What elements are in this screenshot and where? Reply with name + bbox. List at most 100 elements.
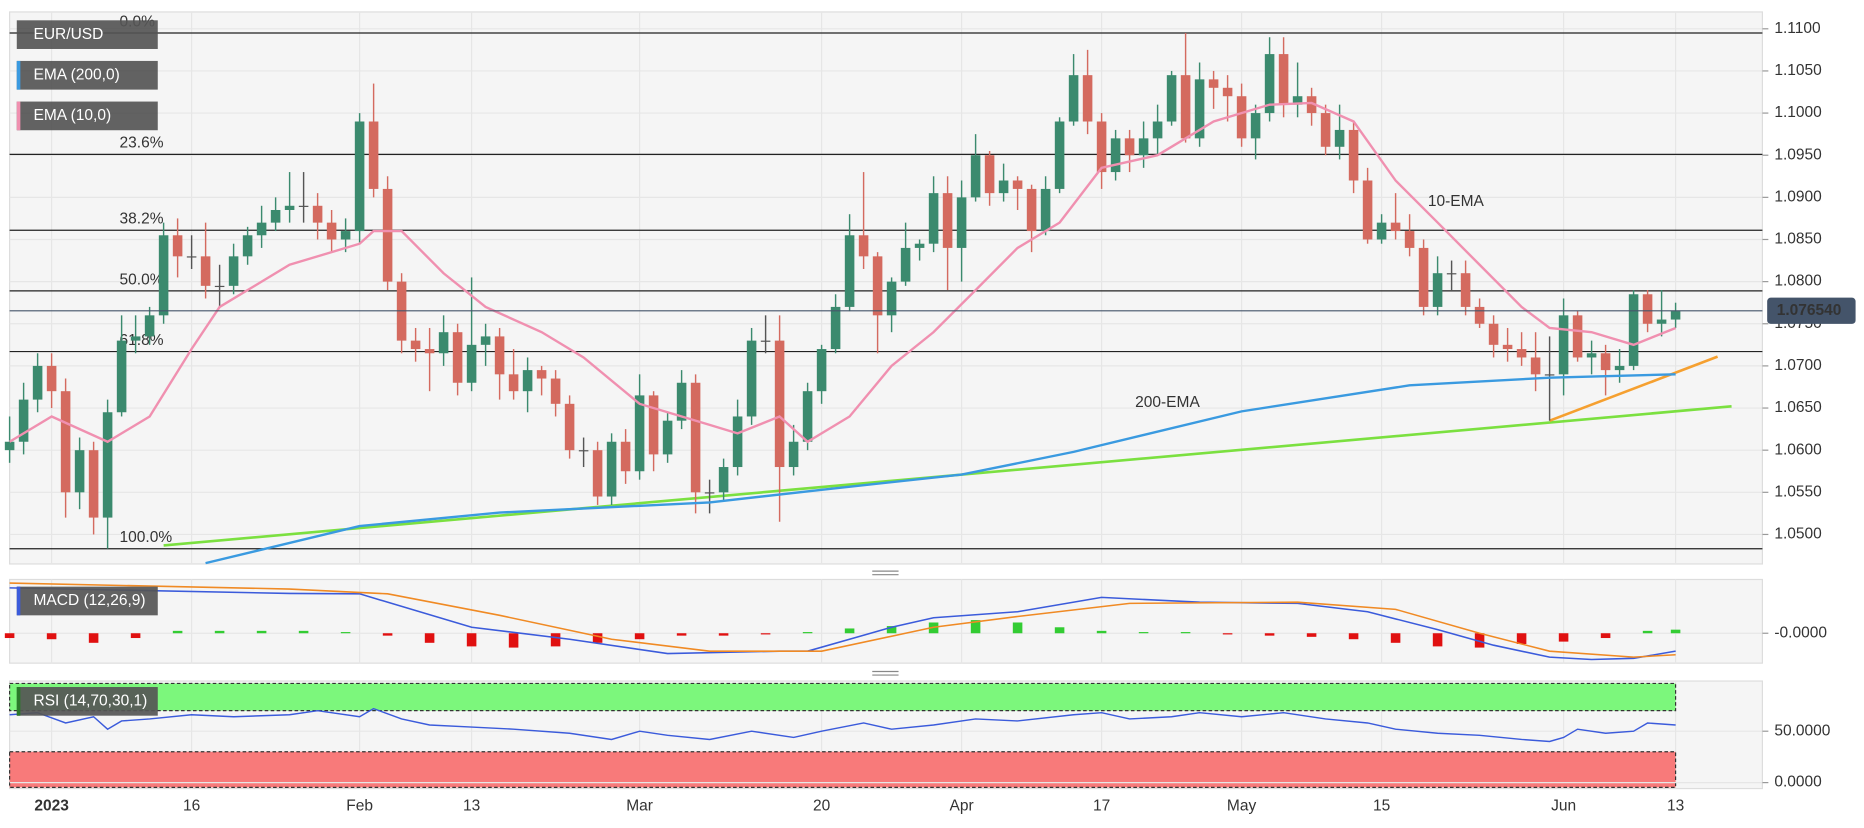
x-tick-label: May: [1227, 798, 1257, 815]
candle-body: [1110, 138, 1121, 173]
candle-body: [606, 441, 617, 497]
histogram-bar: [1558, 633, 1569, 642]
histogram-bar: [172, 630, 183, 634]
x-tick-label: 20: [813, 798, 831, 815]
candle-body: [956, 197, 967, 248]
candle-body: [102, 412, 113, 518]
candle-body: [1264, 54, 1275, 114]
candle-body: [1628, 294, 1639, 366]
candle-body: [1558, 315, 1569, 375]
overbought-zone: [9, 682, 1677, 712]
histogram-bar: [1516, 633, 1527, 644]
candle-body: [354, 121, 365, 232]
oversold-zone: [9, 751, 1677, 788]
candle-body: [130, 336, 141, 341]
histogram-bar: [382, 633, 393, 636]
histogram-bar: [844, 628, 855, 634]
candle-body: [774, 340, 785, 468]
candle-body: [270, 209, 281, 223]
series-annotation: 10-EMA: [1428, 193, 1485, 210]
candle-body: [900, 247, 911, 282]
candle-body: [4, 441, 15, 451]
candle-body: [1306, 96, 1317, 114]
candle-body: [1194, 79, 1205, 139]
candle-body: [522, 370, 533, 392]
fib-label: 50.0%: [120, 271, 164, 288]
candle-body: [970, 155, 981, 198]
candle-body: [340, 231, 351, 240]
candle-body: [1026, 188, 1037, 232]
candle-body: [172, 235, 183, 257]
candle-body: [816, 349, 827, 392]
y-tick-label: 1.0550: [1774, 483, 1822, 500]
histogram-bar: [886, 626, 897, 634]
x-tick-label: 15: [1373, 798, 1390, 815]
panel-title-box: [16, 586, 158, 616]
line: [9, 707, 1676, 743]
histogram-bar: [298, 630, 309, 634]
candle-body: [1138, 138, 1149, 156]
candle-body: [284, 205, 295, 210]
x-tick-label: 16: [183, 798, 200, 815]
candle-body: [1404, 231, 1415, 248]
histogram-bar: [1600, 633, 1611, 639]
candle-body: [116, 340, 127, 413]
candle-body: [1166, 75, 1177, 122]
fib-label: 38.2%: [120, 211, 164, 228]
legend-entry: EMA (200,0): [34, 66, 120, 83]
legend-symbol-box: [16, 20, 158, 49]
candle-body: [1082, 75, 1093, 122]
y-tick-label: 1.0800: [1774, 273, 1822, 290]
x-tick-label: 13: [463, 798, 480, 815]
y-tick-label: 0.0000: [1774, 774, 1822, 791]
candle-body: [1600, 353, 1611, 371]
candle-body: [1544, 374, 1555, 376]
candle-body: [564, 403, 575, 451]
candle-body: [1180, 75, 1191, 139]
y-tick-label: 50.0000: [1774, 722, 1830, 739]
candle-body: [326, 222, 337, 240]
candle-body: [1208, 79, 1219, 88]
candle-body: [662, 420, 673, 455]
y-tick-label: 1.1100: [1774, 20, 1821, 37]
histogram-bar: [1642, 630, 1653, 634]
candle-body: [998, 180, 1009, 194]
candle-body: [1222, 87, 1233, 97]
histogram-bar: [1306, 633, 1317, 637]
histogram-bar: [256, 630, 267, 634]
panel-title-swatch: [16, 586, 21, 616]
candle-body: [46, 365, 57, 392]
x-tick-label: 2023: [34, 798, 69, 815]
candle-body: [1390, 222, 1401, 232]
candle-body: [1614, 365, 1625, 371]
last-price-label: 1.076540: [1777, 302, 1842, 319]
candle-body: [942, 193, 953, 248]
histogram-bar: [466, 633, 477, 647]
panel-grip: [872, 570, 899, 676]
y-tick-label: 1.0650: [1774, 399, 1822, 416]
candle-body: [732, 416, 743, 468]
candle-body: [676, 382, 687, 421]
histogram-bar: [718, 633, 729, 636]
candle-body: [228, 256, 239, 286]
candle-body: [704, 492, 715, 494]
candle-body: [858, 235, 869, 257]
candle-body: [788, 441, 799, 468]
x-tick-label: Feb: [346, 798, 373, 815]
y-tick-label: 1.0600: [1774, 441, 1822, 458]
candle-body: [746, 340, 757, 417]
legend-entry-swatch: [16, 60, 21, 90]
histogram-bar: [1096, 630, 1107, 634]
candle-body: [1488, 323, 1499, 345]
candle-body: [424, 349, 435, 354]
histogram-bar: [130, 633, 141, 639]
y-tick-label: -0.0000: [1774, 624, 1827, 641]
candle-body: [74, 450, 85, 493]
candle-body: [1670, 311, 1681, 320]
candle-body: [984, 155, 995, 194]
candle-body: [508, 374, 519, 392]
candle-body: [620, 441, 631, 472]
line: [9, 587, 1676, 661]
histogram-bar: [214, 630, 225, 634]
